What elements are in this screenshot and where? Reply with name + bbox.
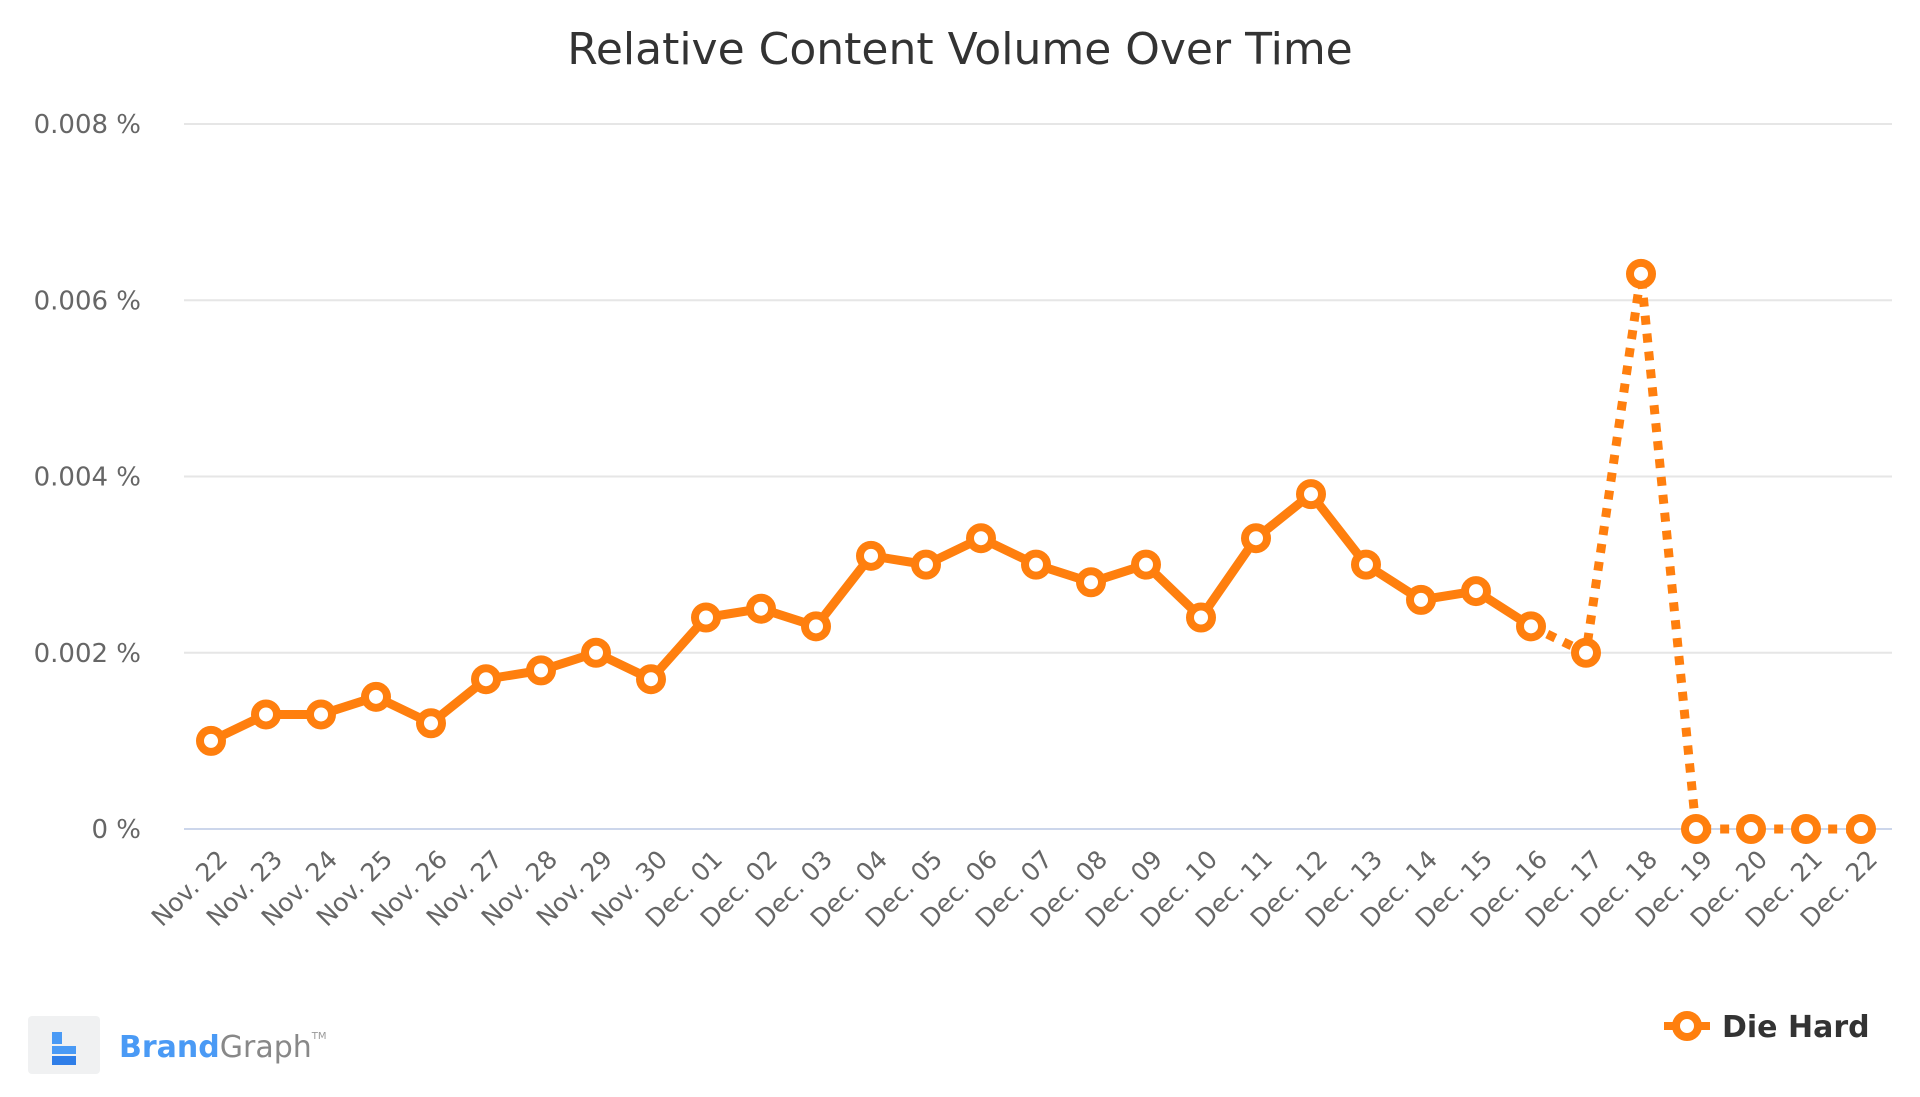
data-point (746, 593, 776, 624)
data-point (251, 699, 281, 730)
legend-marker-icon (1672, 1011, 1702, 1041)
y-tick-label: 0.006 % (34, 286, 141, 316)
data-point (1846, 814, 1876, 844)
data-point (581, 637, 611, 668)
y-tick-label: 0 % (91, 815, 141, 845)
y-axis: 0 % 0.002 % 0.004 % 0.006 % 0.008 % (34, 110, 141, 845)
data-point (636, 664, 666, 695)
legend[interactable]: Die Hard (1664, 1010, 1870, 1045)
y-tick-label: 0.002 % (34, 639, 141, 669)
data-point (361, 681, 391, 712)
data-point (416, 708, 446, 739)
y-tick-label: 0.004 % (34, 463, 141, 493)
data-point (1681, 814, 1711, 844)
data-point (1076, 567, 1106, 598)
data-point (1406, 584, 1436, 615)
data-point (1571, 637, 1601, 668)
chart-title: Relative Content Volume Over Time (567, 24, 1353, 75)
series-points (196, 258, 1876, 844)
data-point (526, 655, 556, 686)
series-line-dashed (1529, 273, 1861, 834)
data-point (801, 611, 831, 642)
data-point (1241, 523, 1271, 554)
data-point (856, 540, 886, 571)
legend-item-die-hard[interactable]: Die Hard (1722, 1010, 1870, 1045)
data-point (1516, 611, 1546, 642)
data-point (196, 725, 226, 756)
grid (184, 123, 1892, 830)
series-line-solid (209, 489, 1534, 745)
data-point (691, 602, 721, 633)
data-point (1461, 576, 1491, 607)
data-point (966, 523, 996, 554)
data-point (1021, 549, 1051, 580)
data-point (306, 699, 336, 730)
data-point (1186, 602, 1216, 633)
y-tick-label: 0.008 % (34, 110, 141, 140)
data-point (471, 664, 501, 695)
svg-text:BrandGraphTM: BrandGraphTM (119, 1030, 327, 1065)
data-point (1296, 479, 1326, 510)
data-point (1626, 258, 1656, 289)
data-point (911, 549, 941, 580)
data-point (1351, 549, 1381, 580)
data-point (1791, 814, 1821, 844)
brandgraph-logo: BrandGraphTM (28, 1016, 327, 1074)
data-point (1131, 549, 1161, 580)
data-point (1736, 814, 1766, 844)
